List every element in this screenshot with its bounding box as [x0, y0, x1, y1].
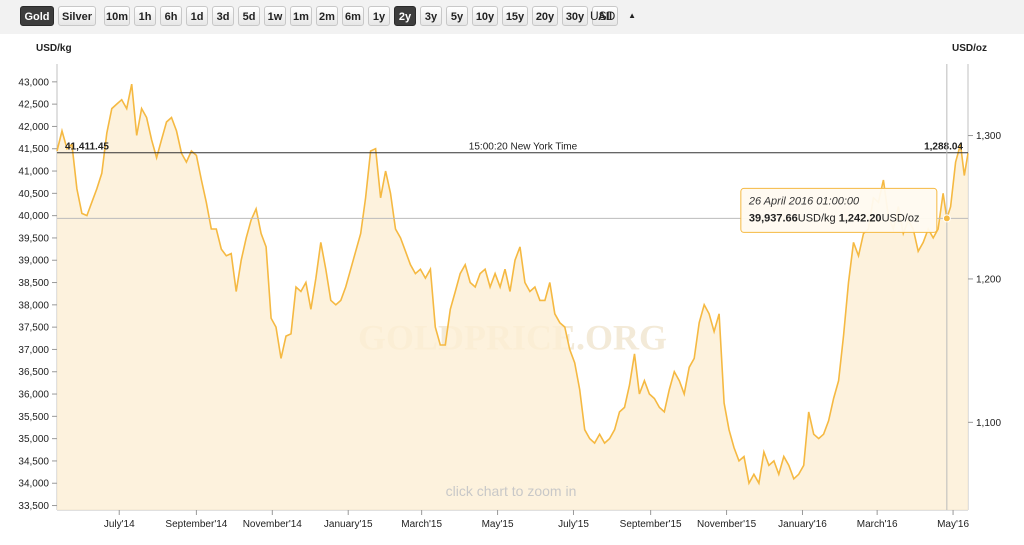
current-oz-label: 1,288.04 — [924, 142, 963, 153]
range-button-3d[interactable]: 3d — [212, 6, 234, 26]
range-button-6h[interactable]: 6h — [160, 6, 182, 26]
current-time-label: 15:00:20 New York Time — [469, 142, 578, 153]
left-tick-label: 37,500 — [18, 323, 49, 334]
hover-tooltip — [740, 187, 938, 233]
left-unit-label: USD/kg — [36, 43, 72, 54]
range-button-gold[interactable]: Gold — [20, 6, 54, 26]
range-button-30y[interactable]: 30y — [562, 6, 588, 26]
range-button-2m[interactable]: 2m — [316, 6, 338, 26]
left-tick-label: 33,500 — [18, 501, 49, 512]
left-tick-label: 42,000 — [18, 122, 49, 133]
current-kg-label: 41,411.45 — [65, 142, 109, 153]
x-tick-label: November'14 — [243, 519, 303, 530]
range-button-5y[interactable]: 5y — [446, 6, 468, 26]
left-tick-label: 35,500 — [18, 412, 49, 423]
range-button-10m[interactable]: 10m — [104, 6, 130, 26]
right-tick-label: 1,100 — [976, 418, 1001, 429]
left-tick-label: 43,000 — [18, 77, 49, 88]
currency-label: USD — [590, 9, 616, 23]
range-button-6m[interactable]: 6m — [342, 6, 364, 26]
range-button-10y[interactable]: 10y — [472, 6, 498, 26]
left-tick-label: 42,500 — [18, 100, 49, 111]
x-tick-label: July'14 — [104, 519, 135, 530]
right-tick-label: 1,200 — [976, 274, 1001, 285]
x-tick-label: May'15 — [482, 519, 514, 530]
left-tick-label: 36,000 — [18, 390, 49, 401]
left-tick-label: 38,000 — [18, 300, 49, 311]
range-button-20y[interactable]: 20y — [532, 6, 558, 26]
left-tick-label: 36,500 — [18, 367, 49, 378]
x-tick-label: July'15 — [558, 519, 589, 530]
tooltip-date: 26 April 2016 01:00:00 — [748, 195, 860, 207]
range-button-2y[interactable]: 2y — [394, 6, 416, 26]
range-button-1w[interactable]: 1w — [264, 6, 286, 26]
range-button-1m[interactable]: 1m — [290, 6, 312, 26]
range-button-1d[interactable]: 1d — [186, 6, 208, 26]
zoom-hint: click chart to zoom in — [446, 483, 577, 499]
price-area — [57, 84, 968, 510]
left-tick-label: 39,500 — [18, 233, 49, 244]
price-line — [56, 83, 969, 486]
left-tick-label: 38,500 — [18, 278, 49, 289]
x-tick-label: March'16 — [857, 519, 898, 530]
price-chart[interactable]: USD/kg USD/oz 33,500 34,000 34,500 35,000 35,5… — [0, 34, 1024, 545]
left-tick-label: 37,000 — [18, 345, 49, 356]
range-button-5d[interactable]: 5d — [238, 6, 260, 26]
left-tick-label: 41,500 — [18, 144, 49, 155]
chevron-updown-icon: ▲ — [628, 11, 636, 20]
left-tick-label: 34,000 — [18, 479, 49, 490]
range-button-1y[interactable]: 1y — [368, 6, 390, 26]
range-button-silver[interactable]: Silver — [58, 6, 96, 26]
range-button-15y[interactable]: 15y — [502, 6, 528, 26]
x-tick-label: May'16 — [937, 519, 969, 530]
x-tick-label: November'15 — [697, 519, 757, 530]
left-tick-label: 40,500 — [18, 189, 49, 200]
left-tick-label: 35,000 — [18, 434, 49, 445]
range-button-all[interactable]: All — [592, 6, 618, 26]
left-tick-label: 34,500 — [18, 456, 49, 467]
left-tick-label: 41,000 — [18, 167, 49, 178]
range-button-3y[interactable]: 3y — [420, 6, 442, 26]
x-tick-label: September'14 — [165, 519, 227, 530]
tooltip-values: 39,937.66USD/kg 1,242.20USD/oz — [749, 212, 920, 224]
left-tick-label: 39,000 — [18, 256, 49, 267]
left-tick-label: 40,000 — [18, 211, 49, 222]
range-toolbar: Gold Silver 10m 1h 6h 1d 3d 5d 1w 1m 2m 6m 1y 2y 3y 5y 1… — [0, 0, 1024, 34]
x-tick-label: January'15 — [324, 519, 373, 530]
right-tick-label: 1,300 — [976, 131, 1001, 142]
x-tick-label: January'16 — [778, 519, 827, 530]
right-unit-label: USD/oz — [952, 43, 987, 54]
hover-point — [942, 214, 951, 223]
currency-select[interactable]: USD ▲ — [590, 6, 642, 26]
x-tick-label: September'15 — [620, 519, 682, 530]
x-tick-label: March'15 — [401, 519, 442, 530]
range-button-1h[interactable]: 1h — [134, 6, 156, 26]
